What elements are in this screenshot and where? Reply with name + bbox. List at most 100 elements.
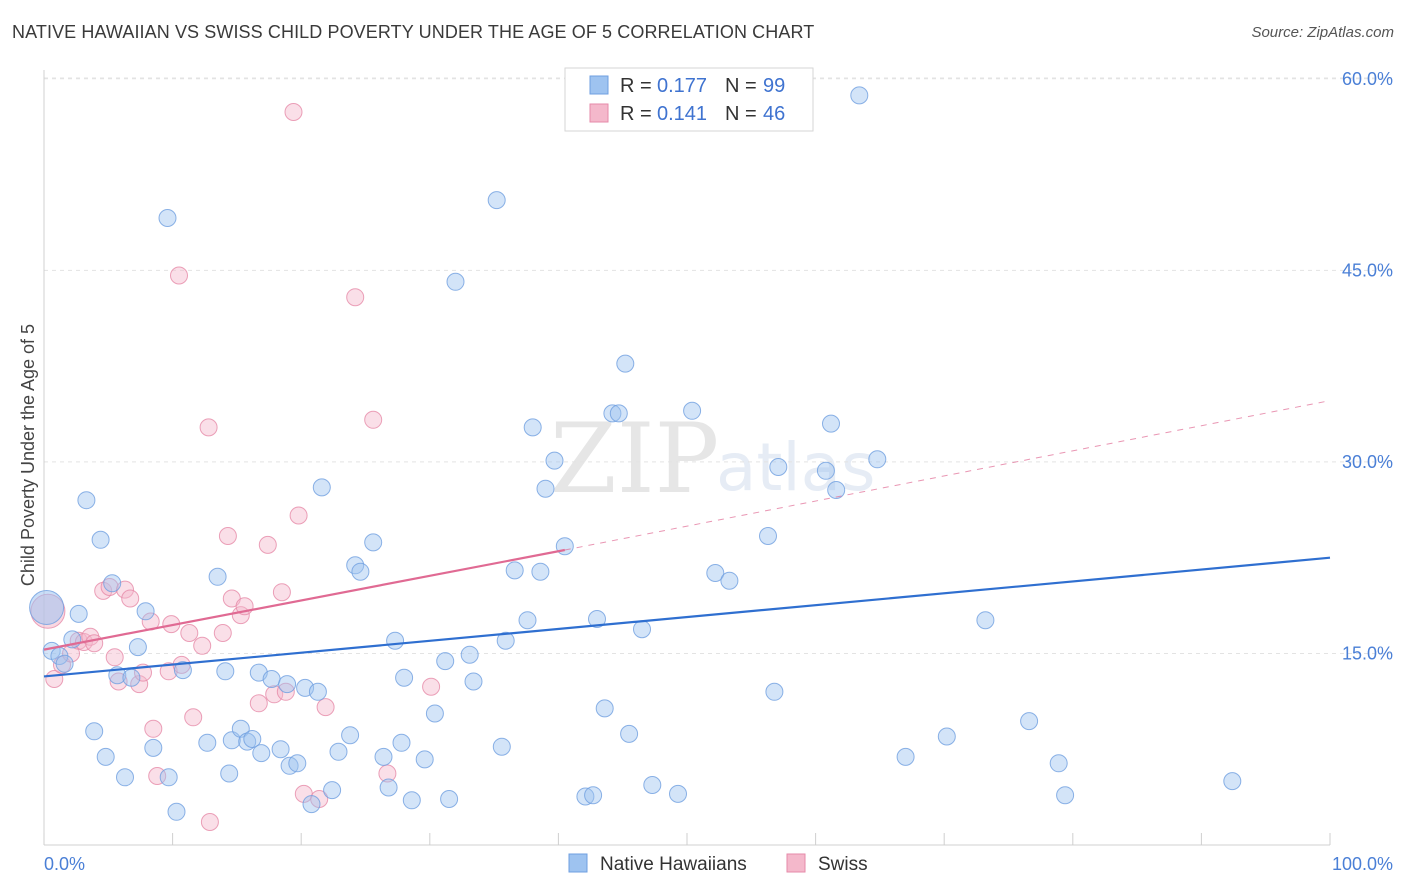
point-native-hawaiians [603,404,622,423]
point-native-hawaiians [505,561,524,580]
point-swiss [284,103,303,121]
watermark-atlas: atlas [716,429,876,506]
point-native-hawaiians [706,564,725,582]
point-swiss [249,694,268,713]
y-tick-label: 30.0% [1342,452,1393,472]
point-native-hawaiians [308,682,327,701]
point-swiss [200,813,219,831]
point-native-hawaiians [167,802,186,821]
trend-line-swiss [43,548,566,651]
point-native-hawaiians [620,724,639,743]
point-native-hawaiians [402,791,421,810]
trend-lines [43,400,1331,678]
point-native-hawaiians [312,478,331,497]
x-axis-ticks [43,833,1331,845]
point-native-hawaiians [446,272,465,291]
point-native-hawaiians [173,661,192,680]
point-native-hawaiians [77,491,96,510]
point-native-hawaiians [440,790,459,808]
point-native-hawaiians [69,604,88,623]
source-label: Source: ZipAtlas.com [1251,24,1394,41]
point-swiss [148,767,167,785]
point-native-hawaiians [144,738,163,757]
point-native-hawaiians [351,562,370,581]
point-swiss [346,288,365,307]
point-native-hawaiians [278,675,297,694]
point-swiss [85,634,104,653]
point-native-hawaiians [323,781,342,800]
point-native-hawaiians [816,461,835,480]
point-native-hawaiians [252,744,271,763]
bottom-legend-label-native-hawaiians: Native Hawaiians [600,854,747,875]
point-native-hawaiians [386,631,405,650]
point-native-hawaiians [669,784,687,803]
point-native-hawaiians [1223,772,1242,791]
point-native-hawaiians [822,414,840,433]
point-native-hawaiians [616,354,635,373]
point-native-hawaiians [103,574,122,593]
legend-r-label: R = [620,103,652,125]
bottom-legend-swatch-swiss [786,853,806,873]
point-native-hawaiians [769,458,788,476]
point-swiss [213,624,232,642]
point-native-hawaiians [765,682,784,701]
point-native-hawaiians [496,631,515,650]
legend-swatch-swiss [589,103,609,123]
point-native-hawaiians [976,611,995,630]
point-native-hawaiians [531,562,550,581]
point-native-hawaiians [122,668,141,687]
point-native-hawaiians [55,654,74,673]
point-native-hawaiians [288,754,307,773]
point-native-hawaiians [850,86,869,105]
point-native-hawaiians [492,737,511,756]
point-native-hawaiians [91,530,110,549]
point-swiss [422,677,441,696]
point-native-hawaiians [208,567,227,586]
point-native-hawaiians [425,704,444,723]
point-native-hawaiians [379,778,398,797]
point-native-hawaiians [415,750,434,769]
point-native-hawaiians [302,795,321,814]
point-native-hawaiians [364,533,383,552]
point-native-hawaiians [1056,786,1075,805]
point-native-hawaiians [238,732,257,751]
point-native-hawaiians [759,527,777,545]
point-native-hawaiians [374,747,393,766]
point-swiss [199,418,218,437]
correlation-legend: R = 0.177 N = 99 R = 0.141 N = 46 [564,67,814,132]
legend-swatch-native-hawaiians [589,75,609,95]
trend-line-native-hawaiians [43,556,1331,678]
point-native-hawaiians [96,747,115,766]
point-native-hawaiians [536,479,555,498]
bottom-legend-swatch-native-hawaiians [568,853,588,873]
point-native-hawaiians [341,726,360,745]
chart-title: NATIVE HAWAIIAN VS SWISS CHILD POVERTY U… [12,22,815,42]
legend-n-value: 46 [763,103,785,125]
point-native-hawaiians [609,404,628,423]
point-swiss [316,698,335,717]
point-native-hawaiians [545,451,564,470]
point-native-hawaiians [588,610,606,628]
point-native-hawaiians [595,699,614,718]
point-native-hawaiians [487,191,506,210]
point-swiss [276,682,295,701]
point-native-hawaiians [1020,712,1039,731]
point-native-hawaiians [896,747,915,766]
point-swiss [184,708,203,727]
point-swiss [289,506,308,525]
point-native-hawaiians [136,602,155,621]
point-native-hawaiians [329,742,348,761]
point-native-hawaiians [116,768,134,787]
y-axis-title: Child Poverty Under the Age of 5 [18,324,38,586]
point-native-hawaiians [827,481,846,499]
point-swiss [121,589,140,608]
point-swiss [180,624,199,642]
y-tick-label: 45.0% [1342,260,1393,280]
point-native-hawaiians [584,786,603,805]
point-native-hawaiians [158,209,177,227]
point-native-hawaiians [29,590,65,625]
series-legend: Native Hawaiians Swiss [568,853,868,875]
trend-line-extension-swiss [564,400,1331,551]
point-swiss [364,410,383,429]
x-tick-label-max: 100.0% [1332,854,1393,874]
